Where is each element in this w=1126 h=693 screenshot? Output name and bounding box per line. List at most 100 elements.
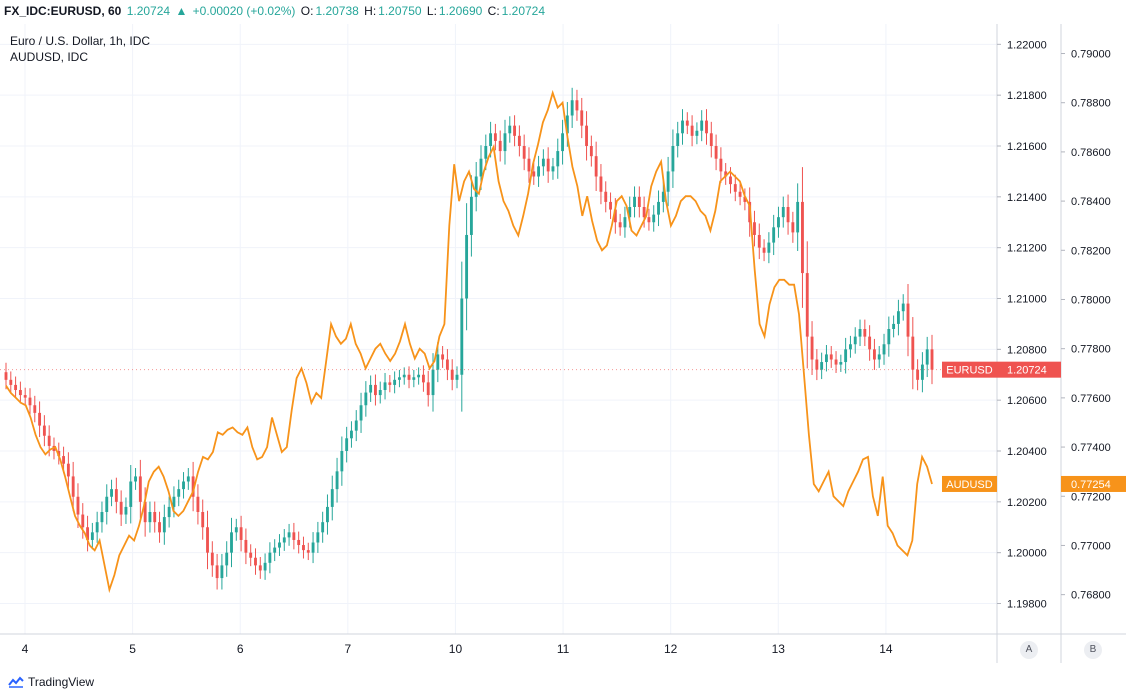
eurusd-candle (537, 166, 541, 177)
eurusd-candle (90, 532, 94, 540)
eurusd-candle (872, 349, 876, 360)
eurusd-candle (421, 374, 425, 383)
eurusd-candle (345, 438, 349, 451)
eurusd-candle (661, 191, 665, 202)
footer: TradingView (0, 670, 1126, 693)
eurusd-candle (681, 120, 684, 134)
eurusd-candle (805, 273, 809, 337)
eurusd-candle (268, 552, 272, 563)
legend-compare-series[interactable]: AUDUSD, IDC (10, 50, 89, 64)
eurusd-candle (709, 133, 713, 146)
eurusd-candle (330, 489, 334, 507)
eurusd-candle (460, 298, 464, 375)
eurusd-candle (637, 196, 641, 207)
tradingview-brand[interactable]: TradingView (8, 675, 94, 689)
eurusd-candle (431, 369, 435, 396)
eurusd-candle (551, 166, 555, 172)
eurusd-candle (182, 481, 185, 490)
audusd-last-price-label: 0.77254 (1071, 479, 1111, 491)
eurusd-candle (450, 369, 454, 380)
eurusd-candle (575, 100, 579, 111)
eurusd-candle (215, 565, 219, 579)
eurusd-candle (234, 527, 238, 533)
eurusd-candle (124, 506, 128, 515)
eurusd-tick-label: 1.21600 (1007, 141, 1047, 153)
eurusd-candle (853, 336, 857, 345)
open-value: 1.20738 (315, 4, 359, 18)
eurusd-candle (138, 476, 142, 502)
eurusd-candle (129, 481, 133, 507)
eurusd-candle (158, 522, 161, 533)
audusd-tick-label: 0.77600 (1071, 393, 1111, 405)
eurusd-candle (772, 227, 776, 243)
symbol-name[interactable]: FX_IDC:EURUSD, 60 (4, 4, 122, 18)
eurusd-tick-label: 1.21200 (1007, 243, 1047, 255)
eurusd-candle (201, 512, 205, 528)
eurusd-candle (647, 217, 651, 223)
eurusd-candle (162, 517, 166, 533)
eurusd-candle (210, 552, 214, 566)
eurusd-candle (623, 217, 627, 228)
eurusd-candle (801, 201, 804, 274)
eurusd-candle (306, 550, 310, 553)
price-chart[interactable]: 1.22000 1.21800 1.21600 1.21400 1.21200 1.210… (0, 0, 1126, 670)
eurusd-candle (839, 362, 843, 365)
eurusd-candle (177, 489, 181, 497)
eurusd-candle (820, 362, 824, 370)
eurusd-tick-label: 1.20600 (1007, 395, 1047, 407)
eurusd-candle (100, 512, 104, 523)
audusd-tick-label: 0.78600 (1071, 147, 1111, 159)
eurusd-candle (849, 344, 852, 350)
eurusd-candle (589, 146, 593, 157)
eurusd-candle (815, 359, 819, 370)
eurusd-candle (172, 496, 176, 507)
eurusd-candle (119, 501, 123, 515)
eurusd-candle (383, 382, 387, 390)
eurusd-candle (110, 489, 113, 497)
eurusd-candle (729, 176, 732, 185)
eurusd-candle (834, 359, 838, 365)
eurusd-candle (609, 201, 612, 210)
eurusd-candle (474, 176, 478, 197)
eurusd-candle (517, 135, 521, 146)
eurusd-candle (781, 207, 785, 218)
eurusd-candle (585, 125, 588, 146)
eurusd-candle (263, 562, 267, 571)
auto-scale-button[interactable]: A (1020, 641, 1038, 659)
eurusd-candle (47, 435, 51, 446)
eurusd-candle (393, 379, 397, 385)
eurusd-candle (489, 133, 493, 146)
eurusd-candle (340, 451, 344, 472)
eurusd-candle (556, 151, 560, 167)
eurusd-candle (522, 146, 526, 159)
eurusd-candle (364, 392, 368, 406)
eurusd-candle (887, 329, 891, 345)
eurusd-candle (892, 323, 896, 329)
legend-main-series[interactable]: Euro / U.S. Dollar, 1h, IDC (10, 34, 151, 48)
eurusd-candle (4, 372, 8, 380)
eurusd-candle (930, 349, 934, 370)
eurusd-candle (254, 557, 257, 566)
eurusd-candle (134, 476, 137, 482)
time-tick-label: 5 (129, 642, 136, 656)
eurusd-candle (493, 133, 497, 141)
audusd-tick-label: 0.77200 (1071, 491, 1111, 503)
eurusd-series-badge (942, 361, 997, 378)
eurusd-candle (633, 196, 636, 207)
eurusd-candle (868, 336, 872, 350)
eurusd-candle (28, 397, 32, 406)
eurusd-candle (282, 537, 286, 543)
eurusd-candle (455, 374, 459, 380)
eurusd-tick-label: 1.20400 (1007, 446, 1047, 458)
eurusd-candle (777, 217, 780, 228)
eurusd-tick-label: 1.20200 (1007, 497, 1047, 509)
eurusd-candle (599, 176, 603, 192)
eurusd-candle (690, 125, 694, 136)
audusd-last-price-badge (1061, 475, 1126, 492)
eurusd-candle (191, 476, 195, 497)
eurusd-tick-label: 1.21000 (1007, 294, 1047, 306)
audusd-tick-label: 0.78200 (1071, 245, 1111, 257)
eurusd-candle (628, 207, 632, 218)
eurusd-candle (143, 501, 147, 523)
scale-b-button[interactable]: B (1084, 641, 1102, 659)
